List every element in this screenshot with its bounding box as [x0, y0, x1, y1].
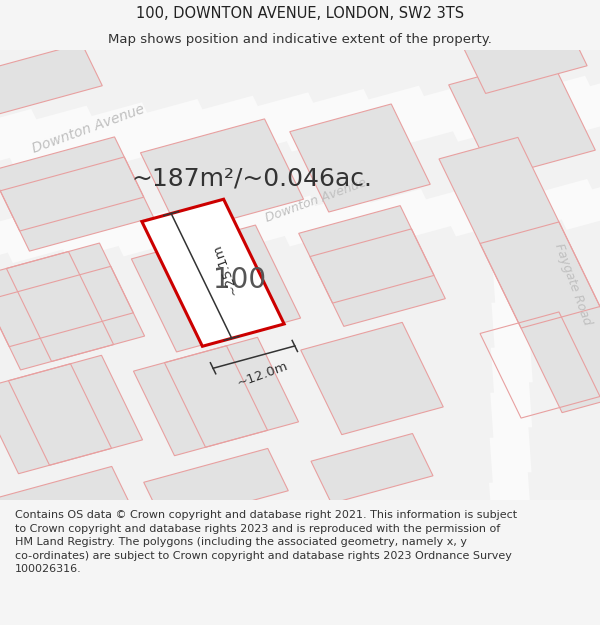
Polygon shape	[550, 72, 600, 135]
Text: Contains OS data © Crown copyright and database right 2021. This information is : Contains OS data © Crown copyright and d…	[15, 510, 517, 574]
Text: Faygate Road: Faygate Road	[552, 241, 594, 327]
Polygon shape	[384, 82, 493, 145]
Polygon shape	[495, 31, 536, 114]
Polygon shape	[0, 137, 154, 251]
Polygon shape	[0, 106, 105, 168]
Polygon shape	[492, 256, 533, 339]
Polygon shape	[220, 196, 325, 250]
Polygon shape	[491, 346, 532, 429]
Text: Downton Avenue: Downton Avenue	[264, 176, 369, 225]
Polygon shape	[493, 166, 535, 249]
Polygon shape	[329, 86, 437, 148]
Polygon shape	[0, 355, 143, 474]
Polygon shape	[490, 436, 531, 519]
Text: Map shows position and indicative extent of the property.: Map shows position and indicative extent…	[108, 32, 492, 46]
Text: ~25.1m: ~25.1m	[210, 242, 241, 297]
Polygon shape	[386, 186, 491, 240]
Polygon shape	[218, 92, 326, 155]
Polygon shape	[164, 199, 269, 253]
Polygon shape	[494, 121, 535, 204]
Polygon shape	[109, 202, 214, 256]
Polygon shape	[144, 448, 288, 524]
Polygon shape	[331, 189, 436, 243]
Polygon shape	[0, 109, 50, 172]
Polygon shape	[493, 211, 534, 294]
Polygon shape	[491, 301, 533, 384]
Polygon shape	[140, 119, 304, 233]
Polygon shape	[54, 206, 158, 260]
Polygon shape	[442, 182, 546, 236]
Polygon shape	[553, 176, 600, 230]
Polygon shape	[52, 102, 160, 165]
Polygon shape	[439, 138, 600, 413]
Polygon shape	[496, 0, 537, 69]
Text: ~12.0m: ~12.0m	[235, 359, 290, 390]
Text: 100: 100	[214, 266, 266, 294]
Polygon shape	[299, 206, 445, 326]
Polygon shape	[301, 322, 443, 434]
Polygon shape	[131, 225, 301, 352]
Text: ~187m²/~0.046ac.: ~187m²/~0.046ac.	[131, 166, 373, 190]
Text: 100, DOWNTON AVENUE, LONDON, SW2 3TS: 100, DOWNTON AVENUE, LONDON, SW2 3TS	[136, 6, 464, 21]
Polygon shape	[495, 76, 600, 138]
Polygon shape	[142, 199, 284, 346]
Polygon shape	[274, 89, 382, 152]
Polygon shape	[0, 209, 103, 263]
Polygon shape	[489, 481, 530, 564]
Polygon shape	[133, 338, 299, 456]
Polygon shape	[490, 391, 532, 474]
Polygon shape	[0, 43, 102, 119]
Polygon shape	[163, 96, 271, 158]
Polygon shape	[290, 104, 430, 212]
Polygon shape	[440, 79, 548, 142]
Polygon shape	[0, 212, 47, 266]
Polygon shape	[449, 57, 595, 178]
Polygon shape	[311, 434, 433, 504]
Text: Downton Avenue: Downton Avenue	[30, 102, 146, 156]
Polygon shape	[457, 6, 587, 94]
Polygon shape	[0, 243, 145, 370]
Polygon shape	[0, 466, 132, 542]
Polygon shape	[275, 192, 380, 246]
Polygon shape	[497, 179, 600, 233]
Polygon shape	[494, 76, 536, 159]
Polygon shape	[107, 99, 216, 162]
